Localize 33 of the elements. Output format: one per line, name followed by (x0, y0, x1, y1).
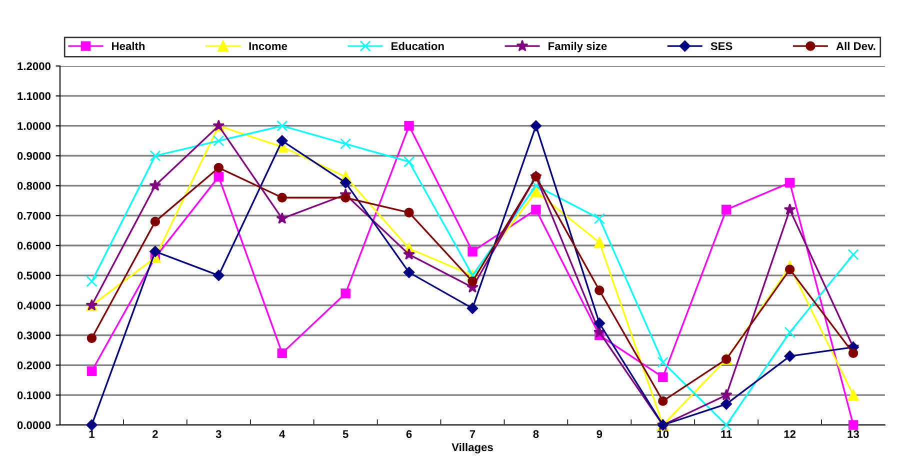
x-tick-label: 13 (848, 430, 860, 438)
y-tick-label: 0.8000 (17, 182, 51, 190)
x-axis-title: Villages (452, 442, 493, 454)
x-tick-label: 1 (89, 430, 95, 438)
y-tick-label: 0.3000 (17, 332, 51, 340)
y-tick-label: 1.0000 (18, 122, 51, 130)
y-tick-label: 0.4000 (17, 302, 51, 310)
legend-label: SES (710, 42, 732, 50)
y-tick-label: 1.1000 (18, 92, 51, 100)
x-tick-label: 6 (406, 430, 412, 438)
x-tick-label: 8 (533, 430, 539, 438)
y-tick-label: 0.2000 (17, 361, 51, 370)
legend-label: Family size (548, 42, 607, 52)
y-tick-label: 0.5000 (17, 272, 51, 280)
y-tick-label: 0.6000 (17, 242, 51, 250)
x-tick-label: 2 (152, 430, 158, 438)
x-tick-label: 5 (342, 430, 348, 438)
y-tick-label: 0.9000 (17, 152, 51, 160)
legend-label: Health (112, 42, 145, 50)
x-tick-label: 9 (596, 430, 602, 438)
legend-label: Education (392, 42, 444, 50)
x-tick-label: 4 (279, 430, 286, 438)
x-tick-label: 12 (784, 430, 796, 438)
x-tick-label: 11 (721, 430, 732, 438)
legend-label: Income (249, 42, 288, 50)
y-tick-label: 1.2000 (18, 62, 51, 70)
y-tick-label: 0.0000 (17, 421, 51, 430)
y-tick-label: 0.1000 (17, 391, 51, 400)
x-tick-label: 3 (216, 430, 222, 438)
x-tick-label: 10 (657, 430, 669, 438)
legend-label: All Dev. (836, 42, 876, 50)
x-tick-label: 7 (470, 430, 476, 438)
y-tick-label: 0.7000 (17, 212, 51, 220)
